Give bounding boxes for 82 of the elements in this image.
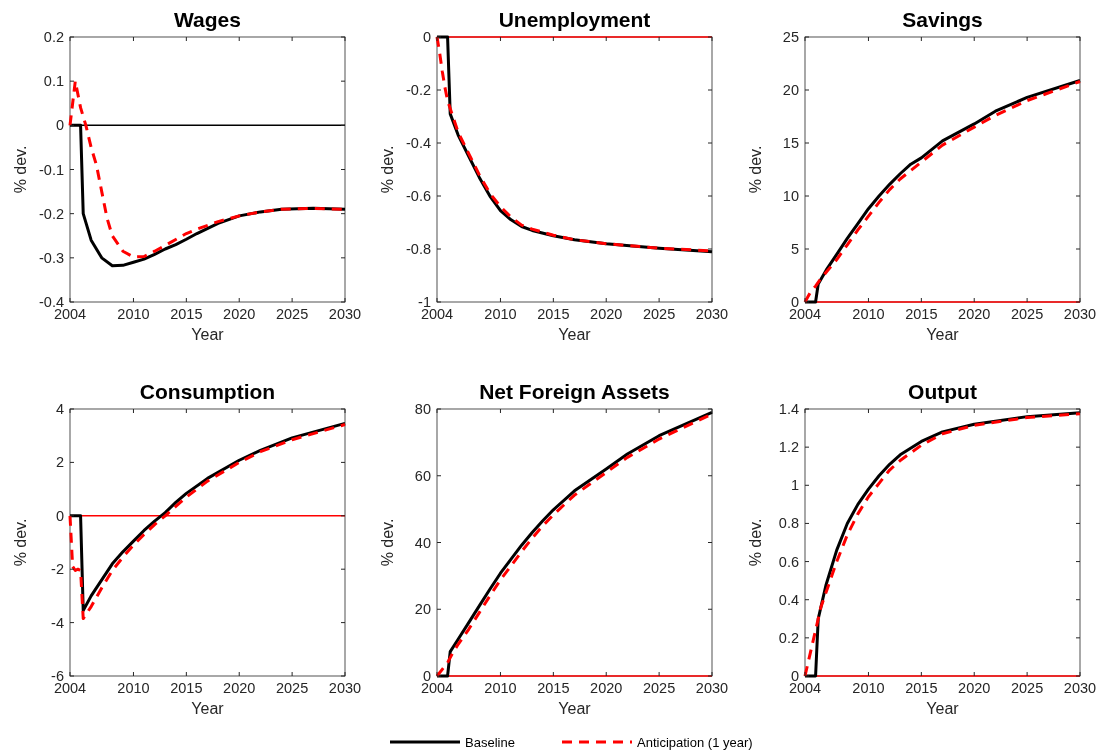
y-tick-label: 40 [414, 534, 431, 551]
chart-title: Unemployment [498, 8, 651, 31]
y-tick-label: 0.2 [778, 629, 799, 646]
x-axis-title: Year [191, 700, 225, 717]
chart-title: Wages [174, 8, 241, 31]
x-tick-label: 2010 [852, 306, 885, 322]
y-tick-label: 1.4 [778, 401, 799, 417]
y-tick-label: -2 [51, 561, 64, 578]
x-tick-label: 2025 [1010, 680, 1044, 696]
y-tick-label: -0.4 [406, 135, 431, 151]
y-tick-label: 0 [55, 507, 64, 524]
x-tick-label: 2025 [1010, 306, 1044, 322]
y-tick-label: 0 [55, 117, 64, 134]
y-tick-label: 10 [782, 188, 799, 204]
x-tick-label: 2020 [958, 680, 991, 696]
y-axis-title: % dev. [12, 518, 29, 567]
x-tick-label: 2015 [905, 680, 938, 696]
x-tick-label: 2020 [223, 306, 256, 322]
y-tick-label: 4 [55, 401, 64, 417]
x-axis-title: Year [558, 700, 592, 717]
chart-title: Net Foreign Assets [479, 380, 670, 403]
y-tick-label: 0.1 [43, 73, 64, 90]
x-tick-label: 2030 [328, 306, 362, 322]
y-tick-label: -4 [51, 614, 64, 631]
x-tick-label: 2020 [223, 680, 256, 696]
y-tick-label: 2 [55, 454, 64, 471]
y-tick-label: 0.6 [778, 553, 799, 570]
y-tick-label: 5 [790, 241, 799, 257]
x-tick-label: 2015 [170, 680, 203, 696]
y-tick-label: 80 [414, 401, 431, 417]
y-tick-label: -0.6 [406, 188, 431, 204]
text: Baseline [465, 735, 515, 750]
x-tick-label: 2010 [117, 680, 150, 696]
x-tick-label: 2020 [958, 306, 991, 322]
y-tick-label: -0.8 [406, 241, 431, 257]
y-axis-title: % dev. [379, 518, 396, 567]
x-tick-label: 2025 [275, 680, 309, 696]
x-tick-label: 2030 [695, 680, 729, 696]
x-tick-label: 2015 [170, 306, 203, 322]
x-tick-label: 2025 [642, 680, 676, 696]
y-tick-label: 0.8 [778, 515, 799, 532]
y-tick-label: 20 [782, 82, 799, 98]
y-tick-label: 20 [414, 601, 431, 618]
x-axis-title: Year [191, 326, 225, 343]
x-tick-label: 2020 [590, 680, 623, 696]
y-tick-label: -0.3 [39, 249, 64, 266]
chart-title: Output [908, 380, 977, 403]
y-tick-label: 60 [414, 467, 431, 484]
x-tick-label: 2020 [590, 306, 623, 322]
y-axis-title: % dev. [12, 145, 29, 194]
x-tick-label: 2010 [852, 680, 885, 696]
x-axis-title: Year [558, 326, 592, 343]
x-tick-label: 2030 [1063, 680, 1097, 696]
y-tick-label: 1 [790, 477, 799, 494]
y-tick-label: 0.4 [778, 591, 799, 608]
y-tick-label: -0.2 [39, 205, 64, 222]
chart-title: Consumption [139, 380, 276, 403]
chart-title: Savings [902, 8, 983, 31]
x-axis-title: Year [926, 700, 960, 717]
x-tick-label: 2015 [905, 306, 938, 322]
x-tick-label: 2015 [537, 306, 570, 322]
x-axis-title: Year [926, 326, 960, 343]
y-tick-label: -0.1 [39, 161, 64, 178]
text: Anticipation (1 year) [637, 735, 753, 750]
y-tick-label: 1.2 [778, 439, 799, 456]
x-tick-label: 2015 [537, 680, 570, 696]
x-tick-label: 2010 [117, 306, 150, 322]
y-tick-label: -0.2 [406, 82, 431, 98]
y-axis-title: % dev. [379, 145, 396, 194]
y-axis-title: % dev. [747, 145, 764, 194]
x-tick-label: 2010 [484, 306, 517, 322]
x-tick-label: 2030 [1063, 306, 1097, 322]
x-tick-label: 2030 [695, 306, 729, 322]
y-tick-label: 25 [782, 29, 799, 45]
x-tick-label: 2025 [275, 306, 309, 322]
y-tick-label: 15 [782, 135, 799, 151]
y-tick-label: 0 [422, 29, 431, 45]
y-axis-title: % dev. [747, 518, 764, 567]
x-tick-label: 2010 [484, 680, 517, 696]
y-tick-label: 0.2 [43, 29, 64, 45]
x-tick-label: 2030 [328, 680, 362, 696]
x-tick-label: 2025 [642, 306, 676, 322]
